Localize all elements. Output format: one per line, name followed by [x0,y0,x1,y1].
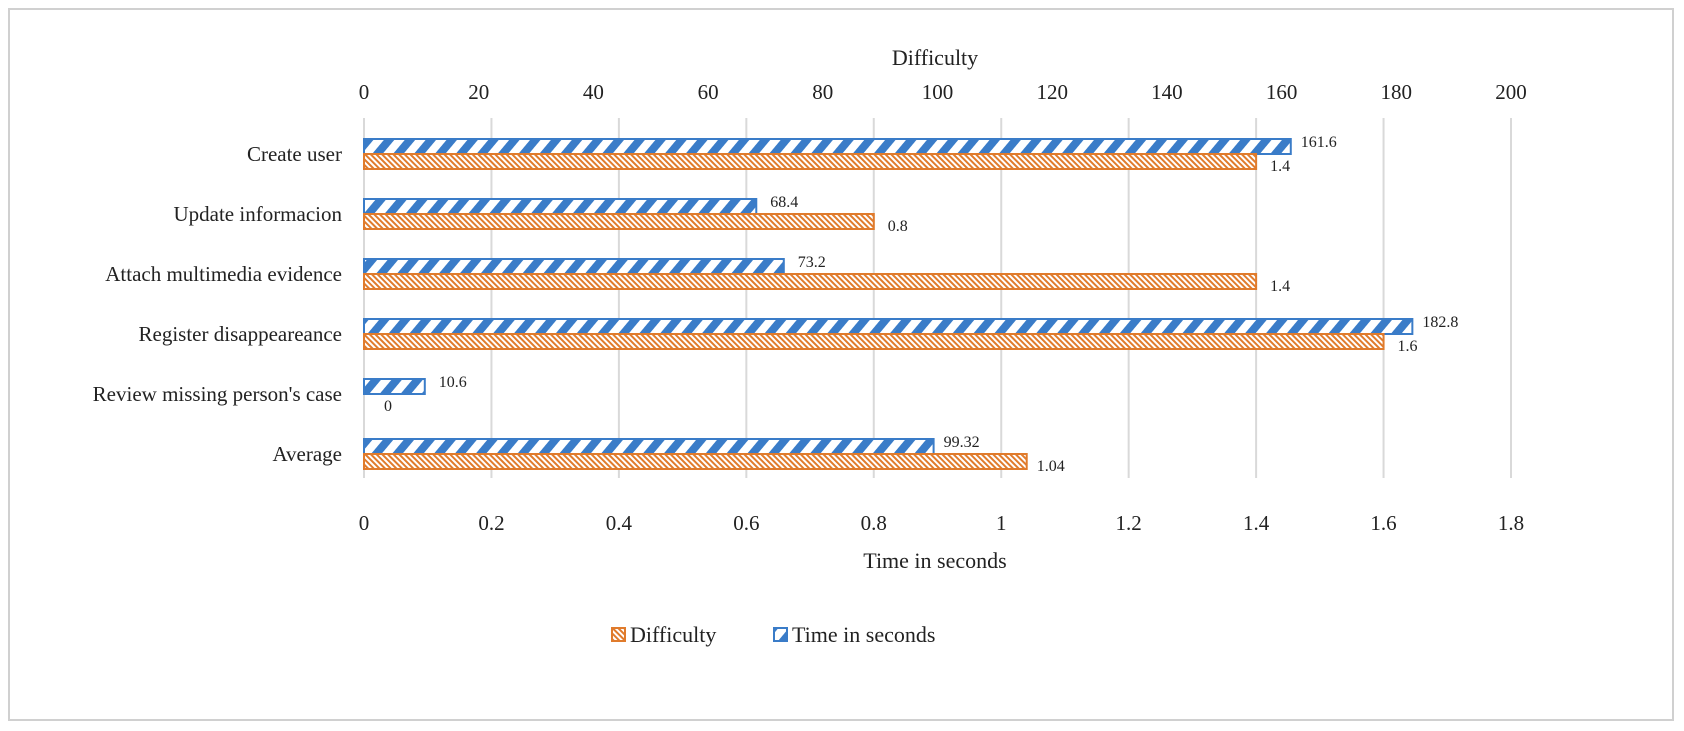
bottom-tick-label: 1 [996,511,1007,535]
data-label-time: 73.2 [798,254,826,271]
bar-time [363,198,758,215]
bottom-tick-label: 0.2 [478,511,504,535]
category-label: Create user [247,142,342,166]
data-label-time: 10.6 [439,374,467,391]
chart-frame [8,8,1674,721]
category-label: Attach multimedia evidence [105,262,342,286]
top-tick-label: 180 [1381,80,1413,104]
data-label-time: 68.4 [770,194,798,211]
bottom-tick-label: 0 [359,511,370,535]
top-tick-label: 40 [583,80,604,104]
bar-time [363,258,785,275]
bottom-axis-title: Time in seconds [863,548,1006,573]
top-tick-label: 200 [1495,80,1527,104]
bar-difficulty [363,213,875,230]
data-label-difficulty: 1.6 [1398,338,1418,355]
bottom-tick-label: 1.2 [1116,511,1142,535]
bar-difficulty [363,273,1258,290]
data-label-time: 161.6 [1301,134,1337,151]
bar-time [363,378,426,395]
top-tick-label: 60 [698,80,719,104]
data-label-difficulty: 1.4 [1270,278,1290,295]
data-label-time: 99.32 [944,434,980,451]
data-label-difficulty: 1.4 [1270,158,1290,175]
bar-difficulty [363,453,1028,470]
data-label-difficulty: 0.8 [888,218,908,235]
legend-label-difficulty: Difficulty [630,622,716,647]
top-tick-label: 160 [1266,80,1298,104]
top-axis-title: Difficulty [892,45,978,70]
category-label: Average [272,442,342,466]
category-label: Review missing person's case [93,382,342,406]
top-tick-label: 0 [359,80,370,104]
top-tick-label: 120 [1036,80,1068,104]
bottom-tick-label: 0.4 [606,511,633,535]
bottom-tick-label: 1.6 [1370,511,1396,535]
top-tick-label: 80 [812,80,833,104]
bar-difficulty [363,153,1258,170]
category-label: Update informacion [173,202,342,226]
bottom-tick-label: 0.6 [733,511,759,535]
legend: Difficulty Time in seconds [611,622,935,647]
data-label-time: 182.8 [1422,314,1458,331]
bar-time [363,138,1292,155]
legend-swatch-time [773,627,788,642]
legend-swatch-difficulty [611,627,626,642]
bottom-tick-label: 0.8 [861,511,887,535]
legend-label-time: Time in seconds [792,622,935,647]
top-tick-label: 100 [922,80,954,104]
category-label: Register disappeareance [139,322,342,346]
bottom-tick-label: 1.8 [1498,511,1524,535]
bottom-tick-label: 1.4 [1243,511,1270,535]
bar-time [363,438,935,455]
data-label-difficulty: 1.04 [1037,458,1065,475]
top-tick-label: 140 [1151,80,1183,104]
bar-time [363,318,1414,335]
bar-difficulty [363,333,1385,350]
data-label-difficulty: 0 [384,398,392,415]
top-tick-label: 20 [468,80,489,104]
